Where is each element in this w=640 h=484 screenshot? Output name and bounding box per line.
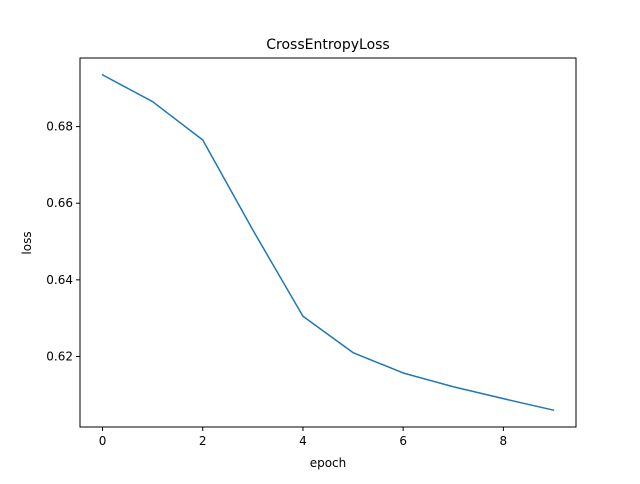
y-tick-label: 0.66: [46, 196, 73, 210]
x-tick-label: 0: [99, 434, 107, 448]
y-axis-label: loss: [20, 231, 34, 254]
chart-title: CrossEntropyLoss: [266, 37, 389, 53]
y-tick-label: 0.68: [46, 120, 73, 134]
x-axis-label: epoch: [310, 456, 347, 470]
x-tick-label: 4: [299, 434, 307, 448]
x-tick-label: 8: [500, 434, 508, 448]
y-tick-label: 0.62: [46, 349, 73, 363]
x-tick-label: 6: [399, 434, 407, 448]
x-tick-label: 2: [199, 434, 207, 448]
y-tick-label: 0.64: [46, 273, 73, 287]
